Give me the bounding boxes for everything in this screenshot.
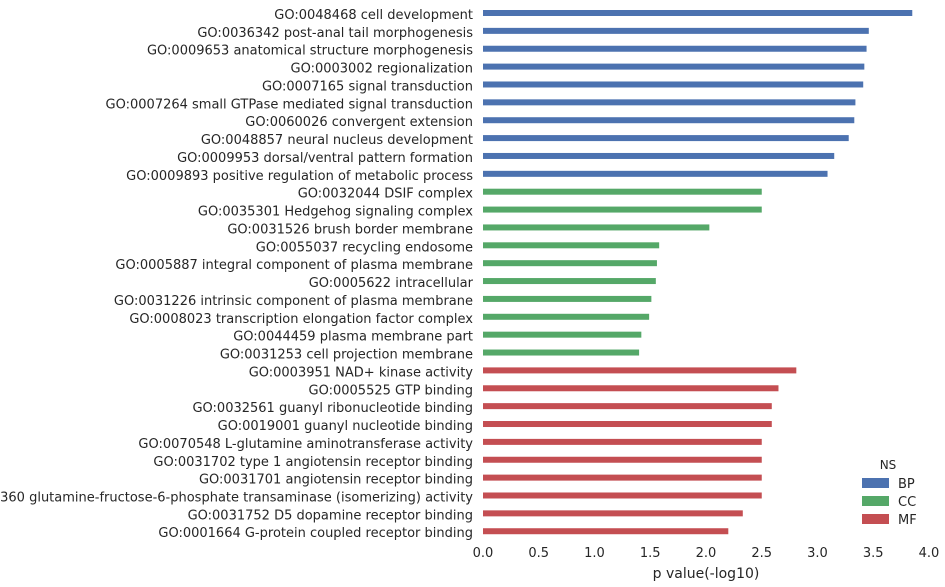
bar-bp: [483, 135, 849, 142]
category-label: GO:0009653 anatomical structure morphoge…: [147, 44, 473, 59]
bar-bp: [483, 99, 856, 106]
category-label: GO:0048468 cell development: [274, 8, 473, 23]
bar-mf: [483, 510, 743, 517]
category-label: GO:0009893 positive regulation of metabo…: [126, 169, 473, 184]
category-label: GO:0031702 type 1 angiotensin receptor b…: [153, 455, 473, 470]
bar-mf: [483, 367, 797, 374]
bar-bp: [483, 81, 864, 88]
bar-mf: [483, 492, 762, 499]
bar-mf: [483, 474, 762, 481]
bar-bp: [483, 10, 913, 16]
bar-mf: [483, 385, 779, 392]
category-label: GO:0044459 plasma membrane part: [233, 330, 473, 345]
bar-cc: [483, 278, 656, 285]
x-tick-label: 3.5: [863, 546, 884, 561]
legend-title: NS: [880, 458, 897, 472]
category-label: GO:0031226 intrinsic component of plasma…: [114, 294, 473, 309]
legend-label-mf: MF: [898, 513, 917, 528]
bar-bp: [483, 117, 855, 124]
bar-mf: [483, 456, 762, 463]
bar-cc: [483, 313, 650, 320]
category-label: GO:0005622 intracellular: [309, 276, 474, 291]
bar-cc: [483, 260, 657, 267]
category-label: GO:0055037 recycling endosome: [256, 240, 473, 255]
legend: NS BP CC MF: [862, 458, 917, 528]
category-label: GO:0005887 integral component of plasma …: [115, 258, 473, 273]
bar-bp: [483, 63, 865, 70]
category-label: GO:0031526 brush border membrane: [227, 222, 473, 237]
legend-label-bp: BP: [898, 477, 915, 492]
legend-swatch-bp: [862, 478, 889, 488]
bar-cc: [483, 331, 642, 338]
x-axis: 0.0 0.5 1.0 1.5 2.0 2.5 3.0 3.5 4.0: [473, 546, 940, 561]
category-label: GO:0003002 regionalization: [291, 62, 473, 77]
bar-cc: [483, 349, 640, 356]
bar-cc: [483, 206, 762, 213]
category-label: GO:0007165 signal transduction: [262, 79, 473, 94]
bar-bp: [483, 27, 869, 34]
category-label: GO:0008023 transcription elongation fact…: [129, 312, 473, 327]
legend-swatch-cc: [862, 496, 889, 506]
bar-bp: [483, 45, 867, 52]
legend-swatch-mf: [862, 514, 889, 524]
category-label: GO:0032044 DSIF complex: [298, 187, 474, 202]
category-label: GO:0001664 G-protein coupled receptor bi…: [158, 526, 473, 541]
bar-bp: [483, 152, 835, 159]
bars-layer: [483, 10, 913, 535]
category-label: GO:0035301 Hedgehog signaling complex: [198, 205, 473, 220]
x-tick-label: 0.5: [528, 546, 549, 561]
category-label: GO:0009953 dorsal/ventral pattern format…: [177, 151, 473, 166]
bar-mf: [483, 403, 772, 410]
category-label: GO:0007264 small GTPase mediated signal …: [106, 97, 473, 112]
x-tick-label: 4.0: [919, 546, 940, 561]
category-label: GO:0070548 L-glutamine aminotransferase …: [138, 437, 473, 452]
bar-mf: [483, 438, 762, 445]
bar-cc: [483, 224, 710, 231]
category-label: GO:0031752 D5 dopamine receptor binding: [188, 508, 473, 523]
category-label: GO:0031701 angiotensin receptor binding: [199, 473, 473, 488]
x-tick-label: 0.0: [473, 546, 494, 561]
x-tick-label: 2.5: [751, 546, 772, 561]
x-axis-title: p value(-log10): [653, 566, 760, 582]
x-tick-label: 2.0: [696, 546, 717, 561]
bar-cc: [483, 188, 762, 195]
category-label: GO:0036342 post-anal tail morphogenesis: [197, 26, 473, 41]
category-label: GO:0004360 glutamine-fructose-6-phosphat…: [0, 490, 473, 505]
category-label: GO:0032561 guanyl ribonucleotide binding: [192, 401, 473, 416]
bar-cc: [483, 242, 660, 249]
x-tick-label: 3.0: [807, 546, 828, 561]
category-label: GO:0048857 neural nucleus development: [201, 133, 473, 148]
bar-mf: [483, 421, 772, 428]
legend-label-cc: CC: [898, 495, 916, 510]
x-tick-label: 1.5: [640, 546, 661, 561]
bar-cc: [483, 295, 652, 302]
category-label: GO:0060026 convergent extension: [245, 115, 473, 130]
category-label: GO:0019001 guanyl nucleotide binding: [218, 419, 473, 434]
bar-mf: [483, 528, 729, 535]
category-label: GO:0031253 cell projection membrane: [220, 348, 473, 363]
bar-bp: [483, 170, 828, 177]
category-labels: GO:0048468 cell development GO:0036342 po…: [0, 8, 474, 541]
category-label: GO:0003951 NAD+ kinase activity: [249, 365, 474, 380]
x-tick-label: 1.0: [584, 546, 605, 561]
category-label: GO:0005525 GTP binding: [309, 383, 473, 398]
